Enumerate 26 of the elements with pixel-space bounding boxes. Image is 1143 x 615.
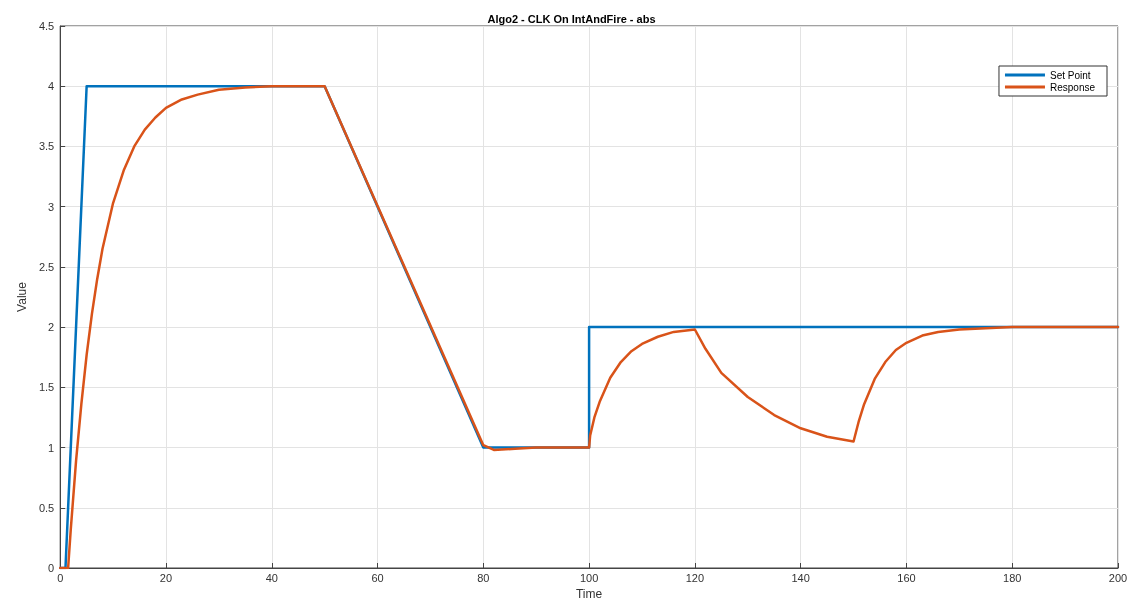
x-tick-label: 180 <box>1003 571 1022 584</box>
x-axis-title: Time <box>575 587 603 601</box>
y-tick-label: 4.5 <box>38 20 55 32</box>
y-tick-label: 3.5 <box>38 140 55 153</box>
x-tick-label: 160 <box>897 571 916 584</box>
legend-label: Set Point <box>1049 69 1091 81</box>
x-tick-label: 60 <box>371 571 384 584</box>
y-tick-label: 3 <box>48 200 55 213</box>
x-tick-label: 40 <box>265 571 278 584</box>
y-tick-label: 1.5 <box>38 381 55 394</box>
x-tick-label: 20 <box>159 571 173 584</box>
x-tick-label: 0 <box>57 571 64 584</box>
x-tick-label: 140 <box>791 571 810 584</box>
y-tick-label: 0 <box>48 562 55 574</box>
y-axis-title: Value <box>15 281 29 312</box>
chart-title: Algo2 - CLK On IntAndFire - abs <box>487 12 656 25</box>
x-tick-label: 100 <box>579 571 599 584</box>
y-tick-label: 0.5 <box>38 501 55 514</box>
y-tick-label: 2 <box>48 321 55 334</box>
y-tick-label: 4 <box>48 80 55 93</box>
x-tick-label: 120 <box>685 571 705 584</box>
x-tick-label: 80 <box>477 571 490 584</box>
x-tick-label: 200 <box>1108 571 1128 584</box>
legend-label: Response <box>1049 81 1096 93</box>
y-tick-label: 2.5 <box>38 260 55 273</box>
y-tick-label: 1 <box>48 441 55 454</box>
